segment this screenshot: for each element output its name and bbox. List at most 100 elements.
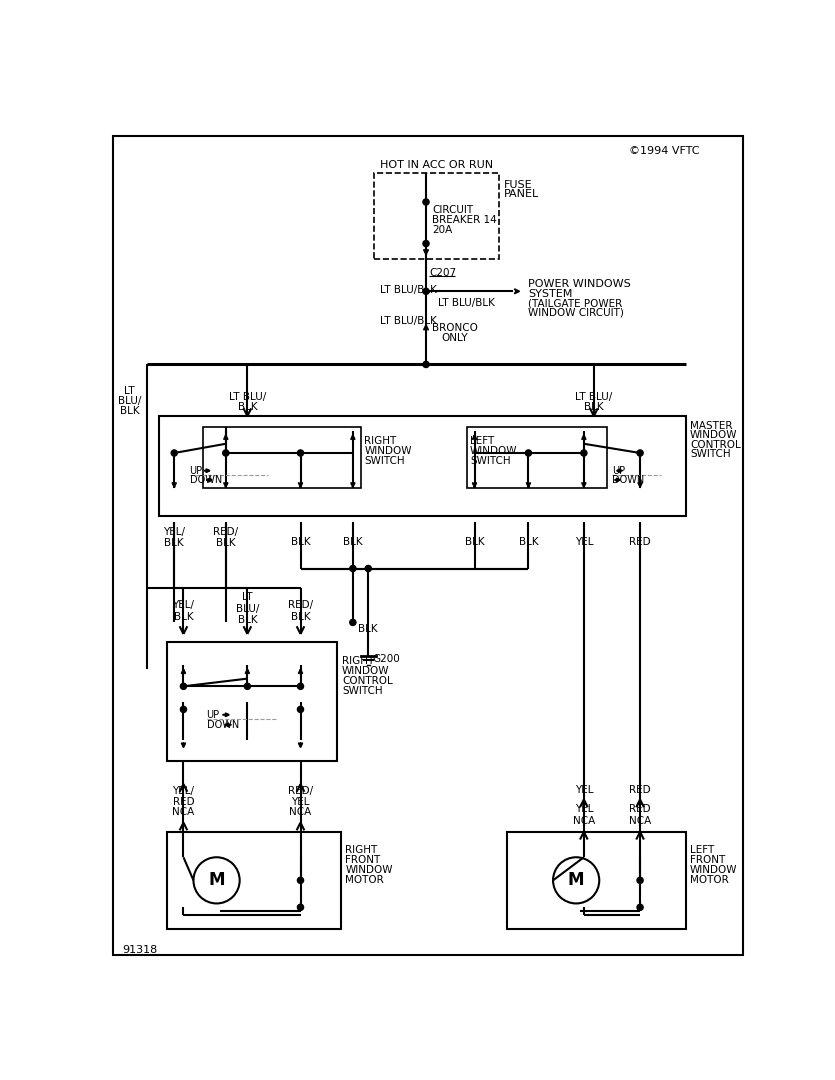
Circle shape <box>297 450 304 456</box>
Text: YEL/
BLK: YEL/ BLK <box>173 600 195 622</box>
Text: SWITCH: SWITCH <box>470 457 510 467</box>
Text: BLK: BLK <box>358 623 378 634</box>
Text: SWITCH: SWITCH <box>342 686 382 696</box>
Text: ONLY: ONLY <box>441 334 468 343</box>
Text: NCA: NCA <box>172 807 195 816</box>
Text: BLK: BLK <box>465 537 484 546</box>
Circle shape <box>297 904 304 910</box>
Bar <box>159 416 686 516</box>
Bar <box>374 173 499 259</box>
Text: WINDOW: WINDOW <box>342 666 390 676</box>
Text: PANEL: PANEL <box>504 189 539 200</box>
Circle shape <box>637 877 643 883</box>
Text: WINDOW: WINDOW <box>690 430 737 441</box>
Text: LEFT: LEFT <box>470 436 494 446</box>
Circle shape <box>297 684 304 689</box>
Text: YEL/
BLK: YEL/ BLK <box>163 527 185 549</box>
Text: WINDOW: WINDOW <box>470 446 518 457</box>
Text: RIGHT: RIGHT <box>364 436 397 446</box>
Text: UP: UP <box>612 465 625 475</box>
Text: BRONCO: BRONCO <box>432 323 478 334</box>
Text: LT: LT <box>124 387 135 396</box>
Circle shape <box>525 450 532 456</box>
Text: G200: G200 <box>372 654 400 664</box>
Text: NCA: NCA <box>629 816 651 826</box>
Text: LT
BLU/
BLK: LT BLU/ BLK <box>235 592 259 625</box>
Text: C207: C207 <box>429 268 456 278</box>
Bar <box>166 642 337 761</box>
Text: CONTROL: CONTROL <box>342 676 392 686</box>
Text: M: M <box>208 872 225 889</box>
Text: LT BLU/BLK: LT BLU/BLK <box>438 298 494 308</box>
Circle shape <box>637 904 643 910</box>
Bar <box>507 832 686 929</box>
Text: 91318: 91318 <box>122 945 157 955</box>
Text: LT BLU/: LT BLU/ <box>229 392 266 402</box>
Text: RED: RED <box>630 804 651 813</box>
Text: WINDOW CIRCUIT): WINDOW CIRCUIT) <box>529 308 625 318</box>
Text: WINDOW: WINDOW <box>364 446 412 457</box>
Text: NCA: NCA <box>290 807 311 816</box>
Circle shape <box>637 450 643 456</box>
Circle shape <box>297 877 304 883</box>
Text: RED: RED <box>630 537 651 546</box>
Text: LT BLU/BLK: LT BLU/BLK <box>380 315 437 325</box>
Text: RED/
BLK: RED/ BLK <box>288 600 313 622</box>
Circle shape <box>171 450 177 456</box>
Text: RIGHT: RIGHT <box>345 845 377 854</box>
Circle shape <box>423 362 429 367</box>
Text: SWITCH: SWITCH <box>364 457 405 467</box>
Text: YEL: YEL <box>574 785 593 795</box>
Text: LT BLU/BLK: LT BLU/BLK <box>380 285 437 295</box>
Text: BLK: BLK <box>238 402 257 411</box>
Text: BREAKER 14: BREAKER 14 <box>433 215 497 225</box>
Text: BLU/: BLU/ <box>118 396 141 406</box>
Text: BLK: BLK <box>291 537 311 546</box>
Text: BLK: BLK <box>519 537 539 546</box>
Text: CONTROL: CONTROL <box>690 440 741 449</box>
Text: RED/
YEL: RED/ YEL <box>288 785 313 807</box>
Text: FUSE: FUSE <box>504 180 533 190</box>
Text: RED/
BLK: RED/ BLK <box>213 527 238 549</box>
Text: WINDOW: WINDOW <box>345 865 392 875</box>
Text: MOTOR: MOTOR <box>690 875 729 885</box>
Text: LT BLU/: LT BLU/ <box>575 392 613 402</box>
Text: DOWN: DOWN <box>190 475 222 485</box>
Text: M: M <box>568 872 584 889</box>
Text: YEL: YEL <box>574 537 593 546</box>
Bar <box>166 832 342 929</box>
Text: FRONT: FRONT <box>345 854 381 865</box>
Circle shape <box>365 566 372 571</box>
Text: WINDOW: WINDOW <box>690 865 737 875</box>
Text: RIGHT: RIGHT <box>342 656 374 666</box>
Text: YEL: YEL <box>574 804 593 813</box>
Text: 20A: 20A <box>433 225 453 234</box>
Circle shape <box>423 288 429 295</box>
Text: NCA: NCA <box>573 816 595 826</box>
Text: BLK: BLK <box>584 402 604 411</box>
Text: SWITCH: SWITCH <box>690 449 731 459</box>
Circle shape <box>581 450 587 456</box>
Text: BLK: BLK <box>343 537 362 546</box>
Bar <box>203 427 361 488</box>
Text: CIRCUIT: CIRCUIT <box>433 205 473 215</box>
Text: FRONT: FRONT <box>690 854 726 865</box>
Circle shape <box>423 241 429 246</box>
Bar <box>467 427 607 488</box>
Circle shape <box>350 566 356 571</box>
Text: (TAILGATE POWER: (TAILGATE POWER <box>529 298 623 309</box>
Circle shape <box>423 199 429 205</box>
Text: POWER WINDOWS: POWER WINDOWS <box>529 279 631 288</box>
Circle shape <box>180 684 186 689</box>
Text: RED: RED <box>630 785 651 795</box>
Circle shape <box>297 706 304 713</box>
Circle shape <box>180 706 186 713</box>
Circle shape <box>350 619 356 625</box>
Text: HOT IN ACC OR RUN: HOT IN ACC OR RUN <box>380 160 493 170</box>
Circle shape <box>223 450 229 456</box>
Text: UP: UP <box>206 710 220 719</box>
Text: DOWN: DOWN <box>612 475 645 485</box>
Text: UP: UP <box>190 465 203 475</box>
Text: LEFT: LEFT <box>690 845 715 854</box>
Text: SYSTEM: SYSTEM <box>529 288 573 298</box>
